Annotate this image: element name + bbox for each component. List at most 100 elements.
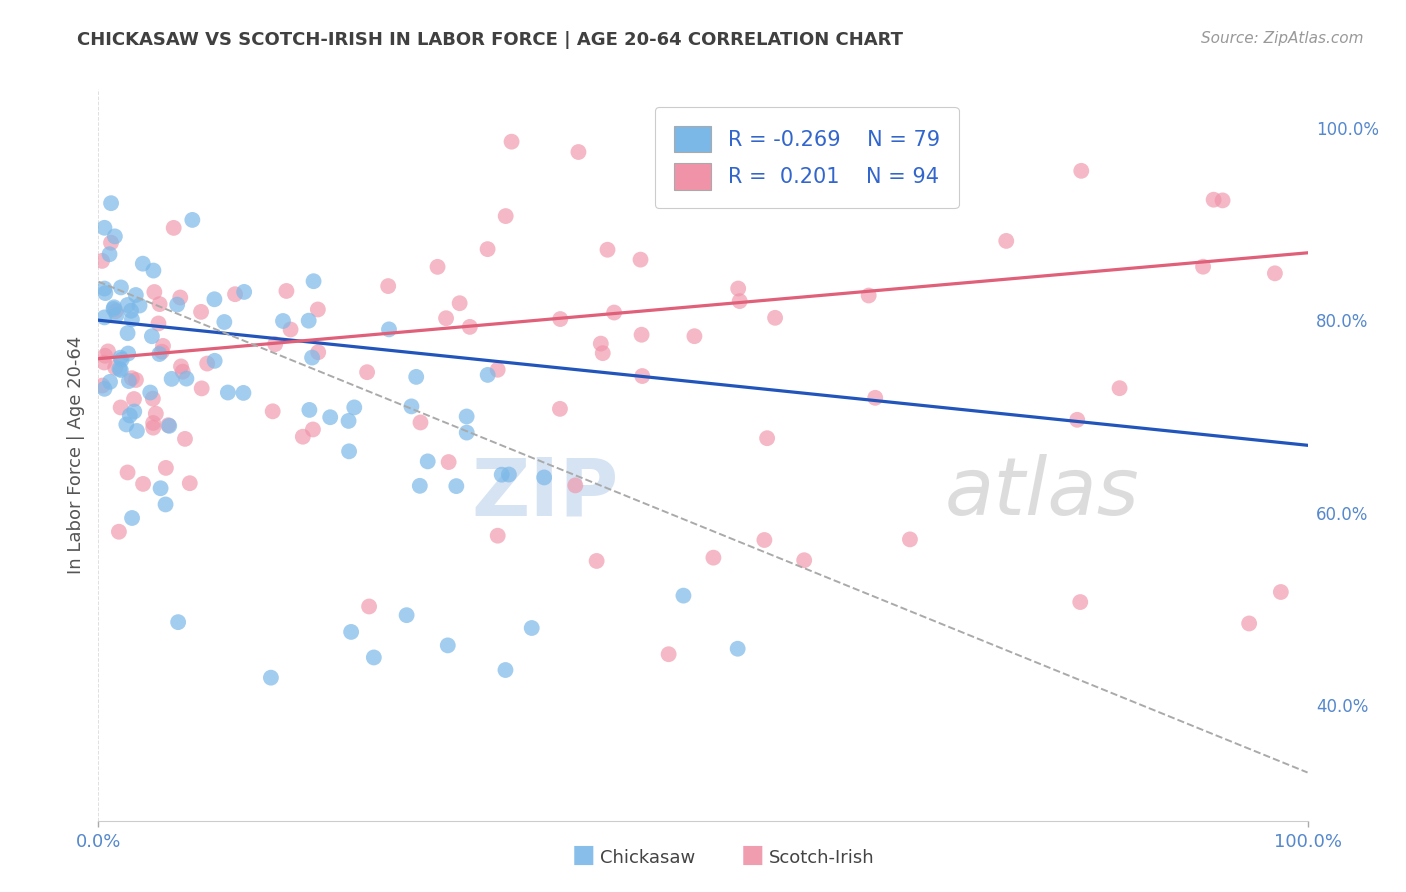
Y-axis label: In Labor Force | Age 20-64: In Labor Force | Age 20-64 <box>66 335 84 574</box>
Point <box>100 196 122 211</box>
Point <box>152 339 174 353</box>
Point <box>110 351 132 365</box>
Point <box>163 220 186 235</box>
Point <box>683 329 706 343</box>
Point <box>359 599 381 614</box>
Point <box>456 425 478 440</box>
Text: CHICKASAW VS SCOTCH-IRISH IN LABOR FORCE | AGE 20-64 CORRELATION CHART: CHICKASAW VS SCOTCH-IRISH IN LABOR FORCE… <box>77 31 903 49</box>
Point <box>94 286 117 301</box>
Point <box>93 382 115 396</box>
Point <box>108 524 131 539</box>
Point <box>174 432 197 446</box>
Point <box>631 369 654 384</box>
Point <box>195 357 218 371</box>
Point <box>148 317 170 331</box>
Point <box>122 404 145 418</box>
Point <box>142 416 165 430</box>
Point <box>477 368 499 382</box>
Point <box>1069 595 1091 609</box>
Point <box>125 288 148 302</box>
Point <box>143 285 166 299</box>
Point <box>702 550 724 565</box>
Point <box>118 374 141 388</box>
Point <box>477 242 499 256</box>
Point <box>139 385 162 400</box>
Point <box>291 430 314 444</box>
Point <box>1070 164 1092 178</box>
Point <box>1202 193 1225 207</box>
Point <box>589 336 612 351</box>
Point <box>363 650 385 665</box>
Point <box>232 385 254 400</box>
Point <box>117 346 139 360</box>
Point <box>264 337 287 351</box>
Point <box>486 363 509 377</box>
Point <box>458 319 481 334</box>
Point <box>858 288 880 302</box>
Point <box>409 416 432 430</box>
Point <box>793 553 815 567</box>
Point <box>103 301 125 316</box>
Point <box>121 371 143 385</box>
Point <box>190 305 212 319</box>
Point <box>298 314 321 328</box>
Point <box>884 130 907 145</box>
Point <box>343 401 366 415</box>
Point <box>155 461 177 475</box>
Point <box>495 209 517 223</box>
Point <box>1237 616 1260 631</box>
Point <box>630 252 652 267</box>
Point <box>97 344 120 359</box>
Point <box>728 294 751 309</box>
Point <box>456 409 478 424</box>
Point <box>409 479 432 493</box>
Text: Source: ZipAtlas.com: Source: ZipAtlas.com <box>1201 31 1364 46</box>
Point <box>170 359 193 374</box>
Point <box>271 314 294 328</box>
Point <box>117 298 139 312</box>
Point <box>302 422 325 436</box>
Point <box>181 213 204 227</box>
Point <box>166 297 188 311</box>
Point <box>754 533 776 547</box>
Point <box>426 260 449 274</box>
Point <box>110 401 132 415</box>
Point <box>564 478 586 492</box>
Point <box>214 315 236 329</box>
Point <box>149 297 172 311</box>
Point <box>1212 194 1234 208</box>
Point <box>190 381 212 395</box>
Point <box>756 431 779 445</box>
Point <box>155 498 177 512</box>
Point <box>204 293 226 307</box>
Text: ■: ■ <box>572 843 595 867</box>
Point <box>449 296 471 310</box>
Point <box>142 263 165 277</box>
Point <box>501 135 523 149</box>
Point <box>446 479 468 493</box>
Point <box>1270 585 1292 599</box>
Point <box>117 466 139 480</box>
Point <box>763 310 786 325</box>
Point <box>280 322 302 336</box>
Point <box>898 533 921 547</box>
Point <box>157 418 180 433</box>
Point <box>149 481 172 495</box>
Point <box>105 308 128 322</box>
Point <box>1264 266 1286 280</box>
Point <box>401 400 423 414</box>
Point <box>495 663 517 677</box>
Point <box>93 355 115 369</box>
Point <box>319 410 342 425</box>
Point <box>260 671 283 685</box>
Legend: R = -0.269    N = 79, R =  0.201    N = 94: R = -0.269 N = 79, R = 0.201 N = 94 <box>655 107 959 209</box>
Point <box>104 304 127 318</box>
Point <box>110 280 132 294</box>
Point <box>160 372 183 386</box>
Point <box>262 404 284 418</box>
Point <box>204 354 226 368</box>
Point <box>416 454 439 468</box>
Point <box>307 302 329 317</box>
Point <box>1192 260 1215 274</box>
Point <box>94 349 117 363</box>
